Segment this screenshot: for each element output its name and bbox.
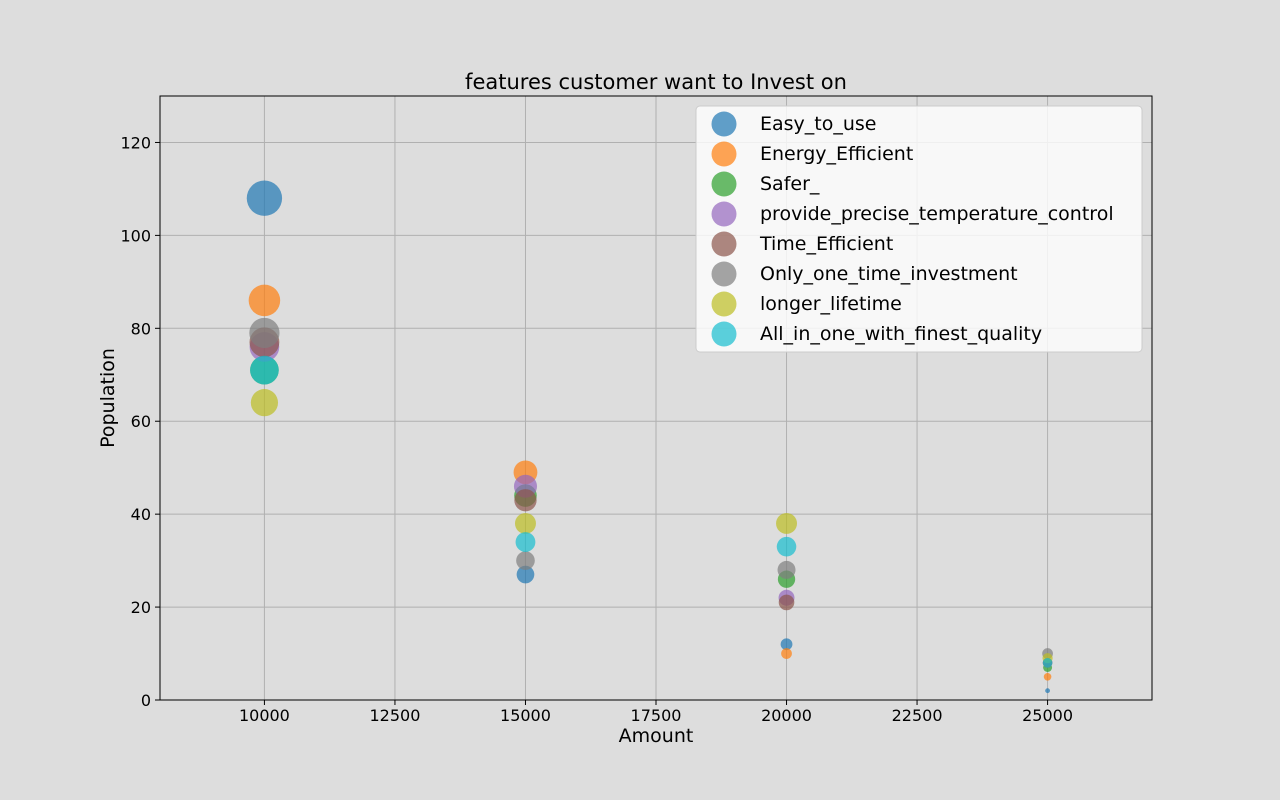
legend-marker xyxy=(711,321,737,347)
scatter-point xyxy=(1042,658,1053,668)
scatter-point xyxy=(250,389,279,417)
legend-label: provide_precise_temperature_control xyxy=(760,203,1114,225)
x-tick-label: 22500 xyxy=(892,706,943,725)
x-axis-label: Amount xyxy=(619,725,694,747)
scatter-point xyxy=(1045,688,1050,694)
scatter-point xyxy=(516,551,535,570)
legend-label: Energy_Efficient xyxy=(760,143,913,165)
legend: Easy_to_use Energy_Efficient Safer_provide… xyxy=(695,105,1143,353)
scatter-point xyxy=(776,512,798,534)
x-tick-label: 20000 xyxy=(761,706,812,725)
legend-marker xyxy=(711,111,737,137)
scatter-point xyxy=(250,355,279,385)
y-axis-label: Population xyxy=(97,348,119,448)
legend-box xyxy=(695,105,1143,353)
scatter-point xyxy=(249,317,280,349)
scatter-point xyxy=(1043,672,1052,681)
scatter-point xyxy=(248,284,281,317)
scatter-point xyxy=(514,489,537,512)
legend-marker xyxy=(711,231,737,257)
scatter-point xyxy=(515,532,536,552)
legend-marker xyxy=(711,141,737,167)
legend-label: Safer_ xyxy=(760,173,820,195)
scatter-point xyxy=(776,536,797,557)
legend-label: Time_Efficient xyxy=(759,233,893,255)
y-tick-label: 20 xyxy=(131,598,151,617)
legend-label: Easy_to_use xyxy=(760,113,877,135)
scatter-point xyxy=(516,565,535,584)
x-tick-label: 25000 xyxy=(1022,706,1073,725)
scatter-point xyxy=(514,512,536,534)
scatter-point xyxy=(246,180,283,216)
legend-marker xyxy=(711,291,737,317)
x-tick-label: 17500 xyxy=(631,706,682,725)
legend-label: All_in_one_with_finest_quality xyxy=(760,323,1042,345)
y-tick-label: 120 xyxy=(120,133,151,152)
legend-marker xyxy=(711,261,737,287)
legend-marker xyxy=(711,201,737,227)
legend-marker xyxy=(711,171,737,197)
y-tick-label: 40 xyxy=(131,505,151,524)
scatter-point xyxy=(778,594,795,611)
axis-ticks: 10000 12500 15000 17500 20000 22500 25000 0 20 40… xyxy=(120,133,1073,725)
x-tick-label: 15000 xyxy=(500,706,551,725)
y-tick-label: 80 xyxy=(131,319,151,338)
data-points xyxy=(246,180,1053,694)
y-tick-label: 0 xyxy=(141,691,151,710)
scatter-point xyxy=(777,560,796,579)
scatter-point xyxy=(781,648,792,659)
scatter-point xyxy=(780,638,793,651)
legend-label: longer_lifetime xyxy=(760,293,902,315)
chart-title: features customer want to Invest on xyxy=(465,70,847,94)
y-tick-label: 100 xyxy=(120,226,151,245)
x-tick-label: 12500 xyxy=(369,706,420,725)
legend-label: Only_one_time_investment xyxy=(760,263,1018,285)
x-tick-label: 10000 xyxy=(239,706,290,725)
y-tick-label: 60 xyxy=(131,412,151,431)
